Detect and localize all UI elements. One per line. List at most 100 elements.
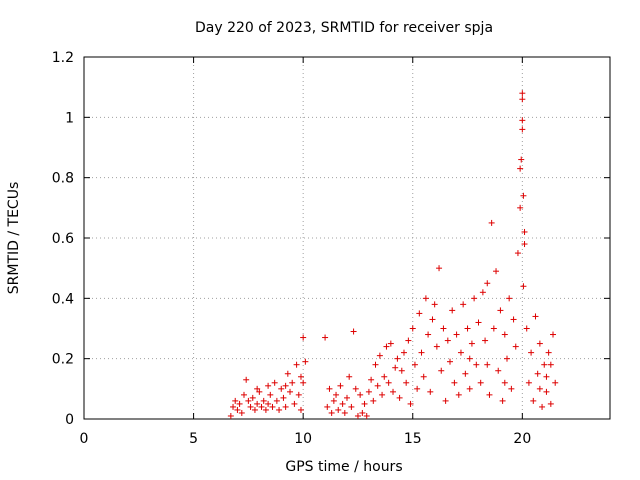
x-tick-label: 15: [404, 431, 422, 447]
data-point: [440, 325, 447, 332]
data-point: [506, 295, 513, 302]
data-point: [431, 301, 438, 308]
data-point: [262, 406, 269, 413]
data-point: [449, 307, 456, 314]
data-point: [438, 367, 445, 374]
data-point: [477, 379, 484, 386]
x-tick-label: 10: [294, 431, 312, 447]
data-point: [534, 370, 541, 377]
data-point: [473, 361, 480, 368]
data-point: [337, 382, 344, 389]
data-point: [499, 397, 506, 404]
data-point: [462, 370, 469, 377]
data-point: [407, 400, 414, 407]
data-point: [444, 337, 451, 344]
data-point: [254, 400, 261, 407]
data-point: [486, 391, 493, 398]
data-point: [297, 373, 304, 380]
data-point: [234, 406, 241, 413]
data-point: [416, 310, 423, 317]
data-point: [278, 385, 285, 392]
x-tick-label: 5: [189, 431, 198, 447]
data-point: [293, 361, 300, 368]
data-point: [260, 397, 267, 404]
data-point: [503, 355, 510, 362]
data-point: [520, 283, 527, 290]
data-point: [324, 403, 331, 410]
data-point: [254, 385, 261, 392]
data-point: [363, 412, 370, 419]
data-point: [251, 406, 258, 413]
data-point: [376, 352, 383, 359]
data-point: [289, 379, 296, 386]
data-point: [514, 250, 521, 257]
data-point: [267, 391, 274, 398]
data-point: [232, 397, 239, 404]
data-point: [468, 340, 475, 347]
x-tick-label: 0: [80, 431, 89, 447]
data-point: [230, 403, 237, 410]
data-point: [227, 412, 234, 419]
data-point: [409, 325, 416, 332]
data-point: [455, 391, 462, 398]
data-point: [547, 361, 554, 368]
y-tick-label: 0: [65, 412, 74, 428]
data-point: [370, 397, 377, 404]
data-point: [512, 343, 519, 350]
data-point: [335, 406, 342, 413]
y-tick-label: 0.4: [52, 291, 74, 307]
data-point: [297, 406, 304, 413]
data-point: [493, 268, 500, 275]
data-point: [532, 313, 539, 320]
data-point: [523, 325, 530, 332]
data-points: [227, 90, 559, 419]
data-point: [245, 397, 252, 404]
data-point: [322, 334, 329, 341]
data-point: [280, 394, 287, 401]
data-point: [411, 361, 418, 368]
data-point: [282, 382, 289, 389]
data-point: [346, 373, 353, 380]
data-point: [328, 409, 335, 416]
data-point: [425, 331, 432, 338]
chart-title: Day 220 of 2023, SRMTID for receiver spj…: [195, 20, 493, 36]
data-point: [479, 289, 486, 296]
data-point: [464, 325, 471, 332]
data-point: [490, 325, 497, 332]
data-point: [387, 340, 394, 347]
data-point: [457, 349, 464, 356]
data-point: [372, 361, 379, 368]
y-tick-label: 1: [65, 110, 74, 126]
data-point: [517, 165, 524, 172]
x-tick-labels: 0 5 10 15 20: [80, 431, 532, 447]
data-point: [536, 340, 543, 347]
data-point: [398, 367, 405, 374]
data-point: [488, 219, 495, 226]
data-point: [530, 397, 537, 404]
data-point: [284, 370, 291, 377]
data-point: [466, 355, 473, 362]
data-point: [550, 331, 557, 338]
data-point: [541, 361, 548, 368]
data-point: [247, 403, 254, 410]
data-point: [536, 385, 543, 392]
data-point: [484, 361, 491, 368]
data-point: [497, 307, 504, 314]
data-point: [501, 331, 508, 338]
data-point: [354, 412, 361, 419]
data-point: [269, 403, 276, 410]
data-point: [240, 391, 247, 398]
x-tick-label: 20: [513, 431, 531, 447]
data-point: [368, 376, 375, 383]
y-axis-label: SRMTID / TECUs: [6, 182, 22, 295]
y-tick-label: 0.6: [52, 231, 74, 247]
data-point: [495, 367, 502, 374]
data-point: [508, 385, 515, 392]
data-point: [519, 117, 526, 124]
data-point: [291, 400, 298, 407]
data-point: [295, 391, 302, 398]
data-point: [326, 385, 333, 392]
data-point: [420, 373, 427, 380]
data-point: [460, 301, 467, 308]
